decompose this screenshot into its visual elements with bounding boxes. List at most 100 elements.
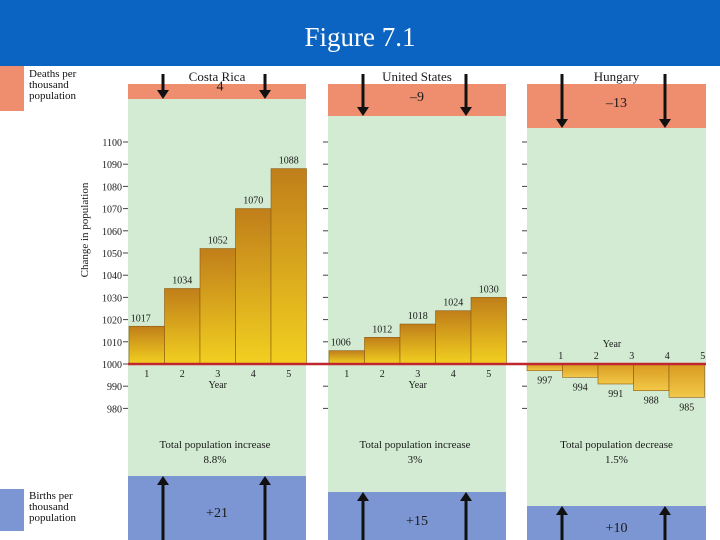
bar-value-label: 1030 bbox=[479, 284, 499, 295]
deaths-legend-label: Deaths per thousand population bbox=[29, 68, 77, 102]
births-band-2 bbox=[527, 506, 706, 540]
bar bbox=[597, 363, 634, 385]
births-value: +10 bbox=[606, 521, 628, 536]
summary-line-2: 1.5% bbox=[605, 454, 628, 466]
x-tick-label: 2 bbox=[380, 369, 385, 380]
x-tick-label: 4 bbox=[451, 369, 456, 380]
bar-value-label: 994 bbox=[573, 382, 588, 393]
y-axis-label: Change in population bbox=[79, 182, 91, 277]
bar-value-label: 988 bbox=[644, 396, 659, 407]
deaths-arrow-head bbox=[357, 107, 369, 116]
bar-value-label: 1088 bbox=[279, 156, 299, 167]
deaths-value: –9 bbox=[409, 90, 424, 105]
y-tick-label: 1030 bbox=[102, 293, 122, 304]
x-tick-label: 5 bbox=[286, 369, 291, 380]
y-tick-label: 1080 bbox=[102, 182, 122, 193]
x-axis-label: Year bbox=[603, 339, 622, 350]
panel-bg-2 bbox=[527, 66, 706, 540]
y-tick-label: 1070 bbox=[102, 205, 122, 216]
births-arrow bbox=[357, 492, 369, 540]
deaths-arrow-head bbox=[460, 107, 472, 116]
births-arrow bbox=[460, 492, 472, 540]
bar bbox=[435, 310, 472, 365]
bar-value-label: 1018 bbox=[408, 311, 428, 322]
births-arrow bbox=[556, 506, 568, 540]
bar-value-label: 997 bbox=[537, 376, 552, 387]
y-tick-label: 1090 bbox=[102, 160, 122, 171]
bar bbox=[199, 248, 236, 365]
x-tick-label: 4 bbox=[665, 351, 670, 362]
y-tick-label: 1060 bbox=[102, 227, 122, 238]
births-arrow-head bbox=[556, 506, 568, 515]
x-axis-label: Year bbox=[209, 380, 228, 391]
deaths-arrow bbox=[659, 74, 671, 128]
x-tick-label: 3 bbox=[215, 369, 220, 380]
bar bbox=[235, 208, 272, 365]
bar bbox=[399, 323, 436, 365]
deaths-arrow bbox=[556, 74, 568, 128]
births-arrow-head bbox=[157, 476, 169, 485]
bar bbox=[633, 363, 670, 391]
bar-value-label: 1012 bbox=[372, 324, 392, 335]
deaths-arrow-head bbox=[157, 90, 169, 99]
y-tick-label: 990 bbox=[107, 382, 122, 393]
bar-value-label: 1024 bbox=[443, 298, 463, 309]
bar bbox=[562, 363, 599, 378]
bar-value-label: 1006 bbox=[331, 338, 351, 349]
bar bbox=[128, 325, 165, 365]
y-tick-label: 1020 bbox=[102, 316, 122, 327]
births-arrow-head bbox=[357, 492, 369, 501]
births-legend-label: Births per thousand population bbox=[29, 490, 77, 524]
x-tick-label: 1 bbox=[144, 369, 149, 380]
summary-line-2: 8.8% bbox=[204, 454, 227, 466]
births-arrow-head bbox=[460, 492, 472, 501]
deaths-arrow bbox=[259, 74, 271, 99]
bar bbox=[364, 337, 401, 365]
births-arrow bbox=[259, 476, 271, 540]
x-tick-label: 2 bbox=[594, 351, 599, 362]
deaths-legend: Deaths per thousand population bbox=[0, 67, 110, 111]
births-band-1 bbox=[328, 492, 506, 540]
y-tick-label: 1010 bbox=[102, 338, 122, 349]
bar-value-label: 1052 bbox=[208, 236, 228, 247]
births-legend-swatch bbox=[0, 489, 24, 531]
x-tick-label: 2 bbox=[180, 369, 185, 380]
x-axis-label: Year bbox=[409, 380, 428, 391]
bar bbox=[328, 350, 365, 365]
deaths-arrow bbox=[460, 74, 472, 116]
y-tick-label: 1000 bbox=[102, 360, 122, 371]
x-tick-label: 5 bbox=[700, 351, 705, 362]
bar-value-label: 1034 bbox=[172, 276, 192, 287]
bar-value-label: 991 bbox=[608, 389, 623, 400]
bar bbox=[164, 288, 201, 365]
summary-line-2: 3% bbox=[408, 454, 423, 466]
births-band-0 bbox=[128, 476, 306, 540]
deaths-value: –13 bbox=[605, 96, 627, 111]
bar-value-label: 1017 bbox=[131, 313, 151, 324]
x-tick-label: 3 bbox=[629, 351, 634, 362]
births-value: +21 bbox=[206, 506, 228, 521]
x-tick-label: 1 bbox=[558, 351, 563, 362]
slide-title: Figure 7.1 bbox=[304, 22, 416, 52]
x-tick-label: 3 bbox=[415, 369, 420, 380]
summary-line-1: Total population increase bbox=[359, 439, 470, 451]
bar bbox=[668, 363, 705, 398]
bar bbox=[470, 297, 507, 365]
deaths-arrow-head bbox=[556, 119, 568, 128]
y-tick-label: 1050 bbox=[102, 249, 122, 260]
deaths-value: 4 bbox=[217, 80, 224, 95]
bar-value-label: 1070 bbox=[243, 196, 263, 207]
births-arrow bbox=[157, 476, 169, 540]
deaths-arrow-head bbox=[659, 119, 671, 128]
deaths-arrow bbox=[357, 74, 369, 116]
x-tick-label: 1 bbox=[344, 369, 349, 380]
x-tick-label: 5 bbox=[486, 369, 491, 380]
deaths-arrow bbox=[157, 74, 169, 99]
births-legend: Births per thousand population bbox=[0, 489, 110, 531]
summary-line-1: Total population decrease bbox=[560, 439, 673, 451]
panel-name: Hungary bbox=[594, 69, 640, 84]
y-tick-label: 980 bbox=[107, 404, 122, 415]
panel-name: Costa Rica bbox=[189, 69, 246, 84]
title-bar: Figure 7.1 bbox=[0, 0, 720, 66]
